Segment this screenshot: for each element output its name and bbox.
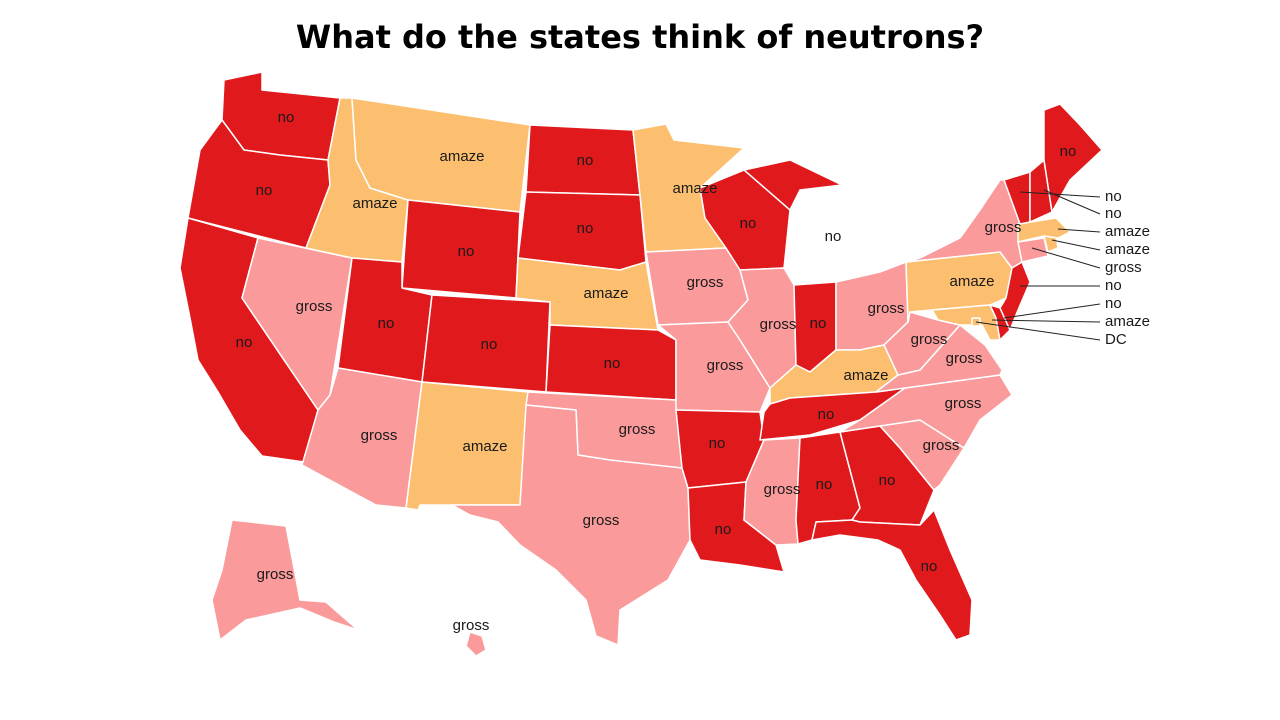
side-label-vt: no — [1105, 188, 1122, 205]
map-title: What do the states think of neutrons? — [295, 18, 985, 56]
label-mo: gross — [707, 357, 744, 374]
state-texas — [451, 404, 691, 646]
label-wv: gross — [911, 331, 948, 348]
label-ia: gross — [687, 274, 724, 291]
label-co: no — [481, 336, 498, 353]
label-ok: gross — [619, 421, 656, 438]
label-tx: gross — [583, 512, 620, 529]
label-pa: amaze — [949, 273, 994, 290]
state-alaska — [211, 519, 359, 641]
label-al: no — [816, 476, 833, 493]
state-maine — [1043, 103, 1103, 213]
side-label-de: no — [1105, 295, 1122, 312]
label-or: no — [256, 182, 273, 199]
label-nv: gross — [296, 298, 333, 315]
label-sc: gross — [923, 437, 960, 454]
states-layer — [179, 71, 1103, 657]
state-connecticut — [1017, 237, 1049, 263]
side-label-nj: no — [1105, 277, 1122, 294]
state-hawaii — [465, 631, 487, 657]
label-ks: no — [604, 355, 621, 372]
label-wa: no — [278, 109, 295, 126]
label-ny: gross — [985, 219, 1022, 236]
state-delaware — [989, 304, 1011, 341]
label-mi: no — [825, 228, 842, 245]
label-wi: no — [740, 215, 757, 232]
label-tn: no — [818, 406, 835, 423]
label-fl: no — [921, 558, 938, 575]
leader-ri — [1051, 239, 1101, 251]
side-label-dc: DC — [1105, 331, 1127, 348]
label-mt: amaze — [439, 148, 484, 165]
state-florida — [811, 509, 973, 641]
label-ca: no — [236, 334, 253, 351]
label-id: amaze — [352, 195, 397, 212]
state-labels-layer: no no no amaze gross amaze no no gross n… — [236, 109, 1077, 634]
side-label-md: amaze — [1105, 313, 1150, 330]
state-massachusetts — [1017, 217, 1071, 243]
label-va: gross — [946, 350, 983, 367]
label-ne: amaze — [583, 285, 628, 302]
label-nc: gross — [945, 395, 982, 412]
label-ak: gross — [257, 566, 294, 583]
label-in: no — [810, 315, 827, 332]
label-ga: no — [879, 472, 896, 489]
side-label-ma: amaze — [1105, 223, 1150, 240]
label-wy: no — [458, 243, 475, 260]
label-sd: no — [577, 220, 594, 237]
leader-lines-layer — [975, 189, 1101, 341]
state-michigan — [743, 159, 843, 211]
side-labels-layer: no no amaze amaze gross no no amaze DC — [1105, 188, 1150, 348]
leader-nh — [1043, 189, 1101, 215]
leader-ma — [1057, 228, 1101, 233]
label-me: no — [1060, 143, 1077, 160]
leader-vt — [1019, 191, 1101, 198]
leader-de — [1003, 303, 1101, 319]
label-ms: gross — [764, 481, 801, 498]
label-ky: amaze — [843, 367, 888, 384]
label-oh: gross — [868, 300, 905, 317]
side-label-ri: amaze — [1105, 241, 1150, 258]
label-nd: no — [577, 152, 594, 169]
label-ut: no — [378, 315, 395, 332]
label-mn: amaze — [672, 180, 717, 197]
label-az: gross — [361, 427, 398, 444]
label-la: no — [715, 521, 732, 538]
leader-dc — [975, 321, 1101, 341]
label-il: gross — [760, 316, 797, 333]
label-hi: gross — [453, 617, 490, 634]
label-nm: amaze — [462, 438, 507, 455]
label-ar: no — [709, 435, 726, 452]
leader-md — [991, 319, 1101, 323]
leader-ct — [1031, 247, 1101, 269]
side-label-ct: gross — [1105, 259, 1142, 276]
side-label-nh: no — [1105, 205, 1122, 222]
